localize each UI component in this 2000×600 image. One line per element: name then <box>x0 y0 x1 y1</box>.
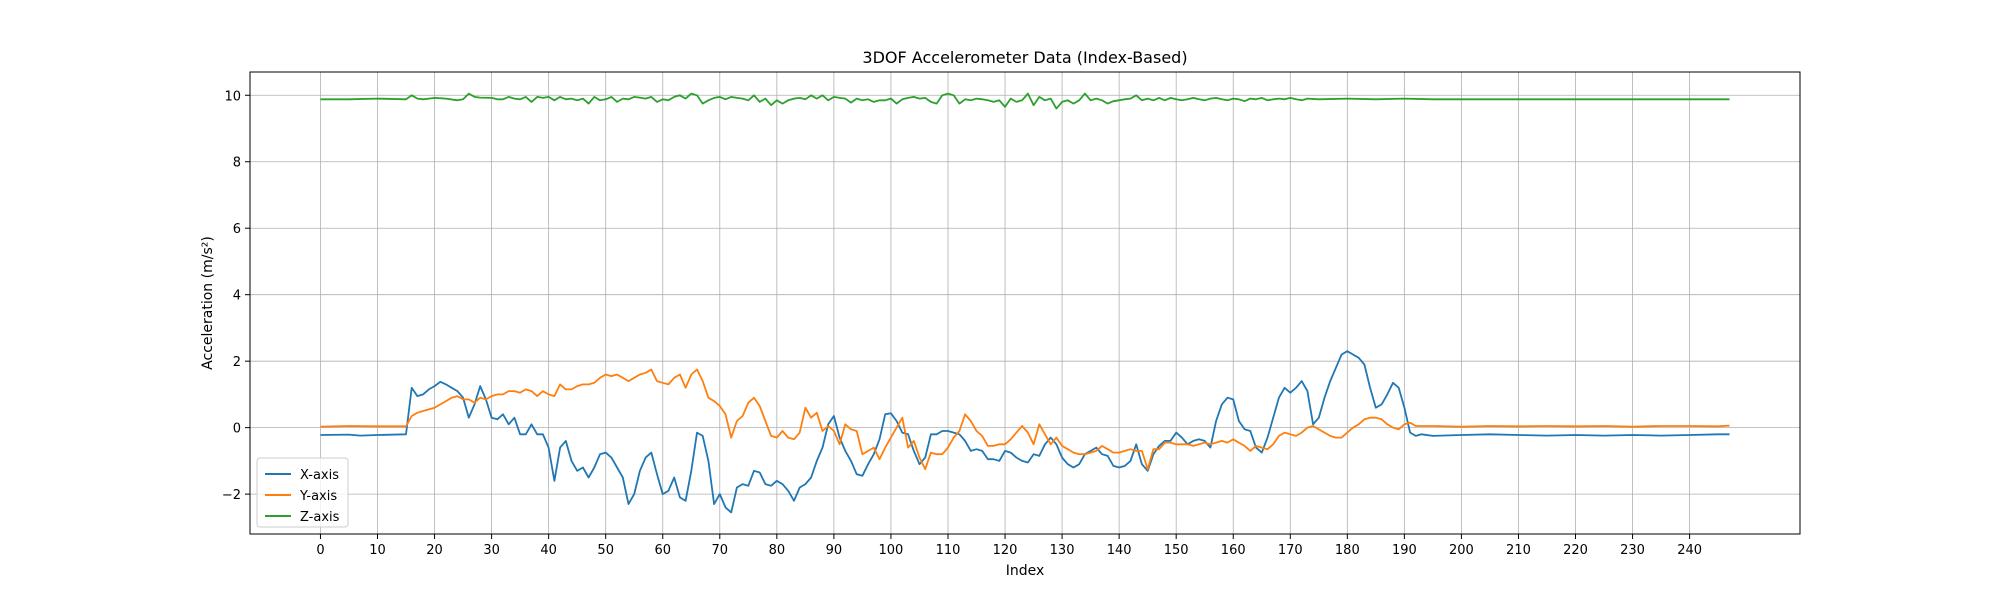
x-tick-label: 10 <box>369 543 386 558</box>
x-ticks: 0 10 20 30 40 50 60 70 80 90 100 110 120 130 140 150 160… <box>316 534 1702 558</box>
x-tick-label: 240 <box>1677 543 1702 558</box>
x-tick-label: 180 <box>1335 543 1360 558</box>
series-line-z-axis <box>320 92 1730 110</box>
x-tick-label: 30 <box>483 543 500 558</box>
x-tick-label: 100 <box>879 543 904 558</box>
y-tick-label: −2 <box>222 488 241 503</box>
x-tick-label: 0 <box>316 543 324 558</box>
x-tick-label: 120 <box>993 543 1018 558</box>
x-tick-label: 220 <box>1563 543 1588 558</box>
y-tick-label: 4 <box>233 289 241 304</box>
y-tick-label: 6 <box>233 222 241 237</box>
x-tick-label: 160 <box>1221 543 1246 558</box>
series-line-x-axis <box>320 350 1730 514</box>
x-tick-label: 50 <box>597 543 614 558</box>
x-tick-label: 210 <box>1506 543 1531 558</box>
x-tick-label: 70 <box>712 543 729 558</box>
y-tick-label: 2 <box>233 355 241 370</box>
x-tick-label: 190 <box>1392 543 1417 558</box>
x-tick-label: 90 <box>826 543 843 558</box>
x-tick-label: 110 <box>936 543 961 558</box>
legend-label: Z-axis <box>300 510 340 525</box>
y-axis-label: Acceleration (m/s²) <box>200 236 216 370</box>
x-tick-label: 40 <box>540 543 557 558</box>
plot-frame <box>249 71 1801 535</box>
x-tick-label: 60 <box>654 543 671 558</box>
y-ticks: −2 0 2 4 6 8 10 <box>222 89 250 503</box>
x-tick-label: 20 <box>426 543 443 558</box>
legend-box <box>256 457 349 528</box>
series-line-y-axis <box>320 368 1730 471</box>
x-tick-label: 230 <box>1620 543 1645 558</box>
legend: X-axis Y-axis Z-axis <box>256 457 349 528</box>
series-lines <box>320 92 1730 514</box>
y-tick-label: 0 <box>233 422 241 437</box>
y-tick-label: 8 <box>233 156 241 171</box>
y-tick-label: 10 <box>224 89 241 104</box>
x-tick-label: 130 <box>1050 543 1075 558</box>
legend-label: X-axis <box>300 468 339 483</box>
x-tick-label: 140 <box>1107 543 1132 558</box>
x-tick-label: 150 <box>1164 543 1189 558</box>
x-axis-label: Index <box>1006 563 1045 579</box>
x-tick-label: 200 <box>1449 543 1474 558</box>
grid-lines <box>250 72 1800 534</box>
x-tick-label: 80 <box>769 543 786 558</box>
legend-label: Y-axis <box>299 489 337 504</box>
chart-title: 3DOF Accelerometer Data (Index-Based) <box>862 48 1187 67</box>
x-tick-label: 170 <box>1278 543 1303 558</box>
